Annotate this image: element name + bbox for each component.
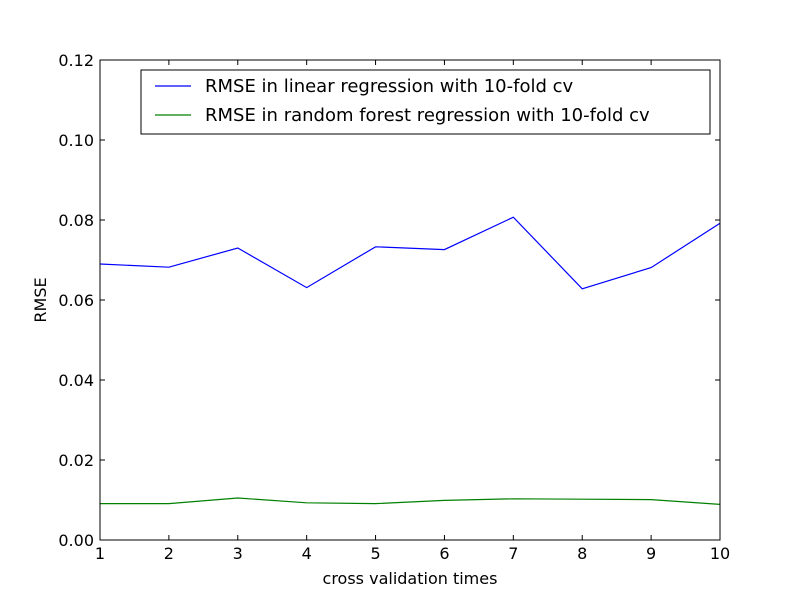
x-tick-label: 9 [646, 544, 656, 563]
ticks-layer: 1 2 3 4 5 6 7 8 9 10 0.00 0.02 0.04 0.06 0.08 0.10 0.12 [58, 51, 730, 563]
x-tick-label: 8 [577, 544, 587, 563]
y-tick-label: 0.08 [58, 211, 94, 230]
y-tick-label: 0.02 [58, 451, 94, 470]
x-tick-label: 7 [508, 544, 518, 563]
x-axis-label: cross validation times [323, 569, 498, 588]
y-tick-label: 0.10 [58, 131, 94, 150]
legend: RMSE in linear regression with 10-fold c… [140, 69, 711, 135]
legend-label-random-forest: RMSE in random forest regression with 10… [205, 105, 650, 126]
x-tick-label: 1 [95, 544, 105, 563]
y-tick-label: 0.12 [58, 51, 94, 70]
x-tick-label: 5 [370, 544, 380, 563]
x-tick-label: 6 [439, 544, 449, 563]
y-axis-label: RMSE [31, 277, 50, 322]
y-tick-label: 0.06 [58, 291, 94, 310]
series-line-1 [100, 497, 721, 505]
x-tick-label: 4 [302, 544, 312, 563]
y-tick-label: 0.04 [58, 371, 94, 390]
x-tick-label: 10 [710, 544, 730, 563]
x-tick-label: 3 [233, 544, 243, 563]
y-tick-label: 0.00 [58, 531, 94, 550]
x-tick-label: 2 [164, 544, 174, 563]
series-line-0 [99, 216, 721, 290]
series-layer [99, 216, 721, 505]
legend-label-linear: RMSE in linear regression with 10-fold c… [205, 76, 574, 97]
legend-box [140, 69, 711, 135]
